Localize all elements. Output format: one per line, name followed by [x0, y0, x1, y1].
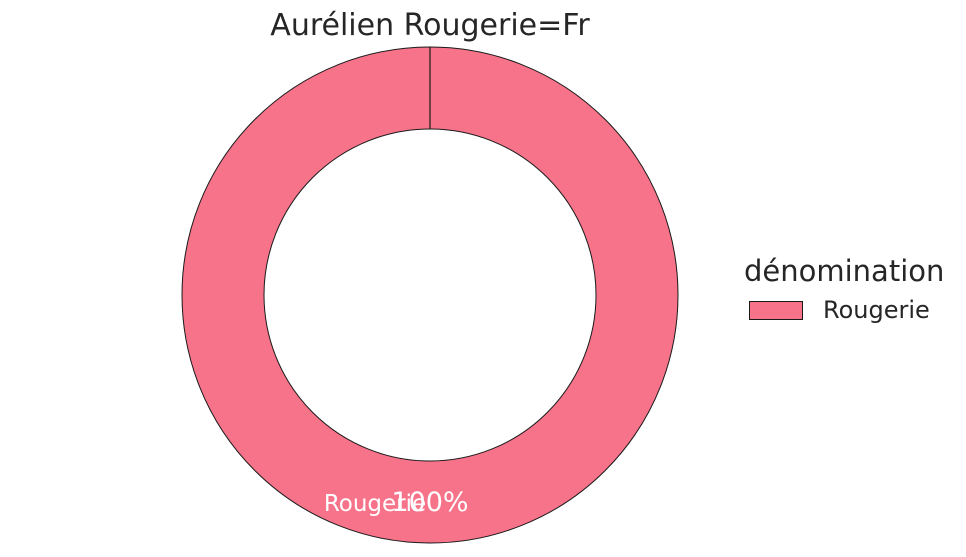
legend-items: Rougerie: [740, 296, 944, 324]
legend: dénomination Rougerie: [740, 254, 944, 324]
donut-hole: [263, 128, 597, 462]
legend-item-0: Rougerie: [749, 296, 944, 324]
slices-layer: [181, 46, 679, 544]
legend-title: dénomination: [744, 254, 945, 288]
slice-label-0: Rougerie: [324, 491, 426, 517]
legend-swatch-0: [749, 300, 803, 320]
slice-0: [181, 46, 679, 544]
legend-label-0: Rougerie: [823, 296, 930, 324]
chart-title: Aurélien Rougerie=Fr: [270, 8, 590, 43]
slice-percent-0: 100%: [391, 487, 468, 518]
